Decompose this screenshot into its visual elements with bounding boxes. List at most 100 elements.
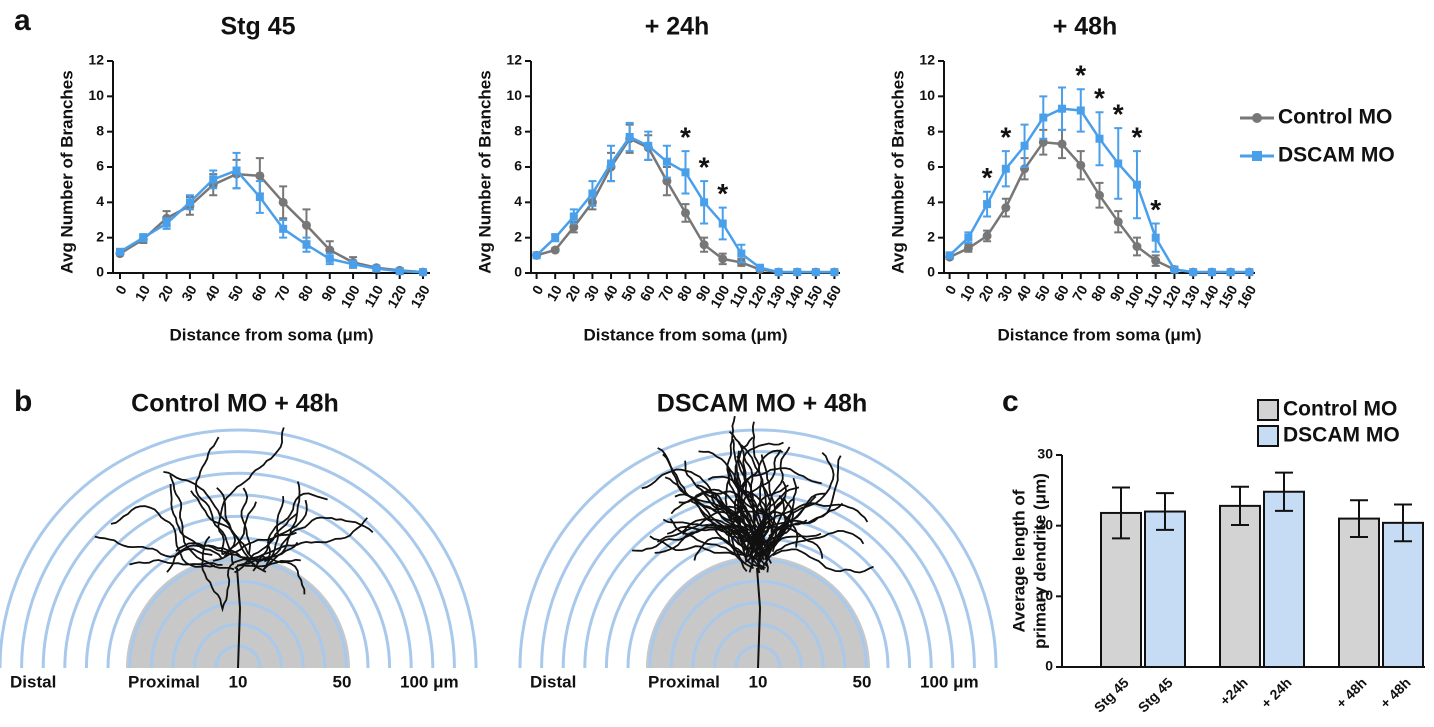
x-tick-label: 160 <box>1234 282 1260 310</box>
dendrite <box>757 502 844 565</box>
marker <box>588 189 597 198</box>
y-axis-label: primary dendrite (μm) <box>1030 473 1049 649</box>
diagram-label: 50 <box>333 672 352 691</box>
dendrite <box>684 460 747 543</box>
diagram-label: Distal <box>10 672 56 691</box>
marker <box>1132 242 1142 251</box>
x-tick-label: 120 <box>384 282 410 310</box>
marker <box>718 254 728 264</box>
dendrite <box>662 453 755 550</box>
significance-marker: * <box>1094 83 1105 114</box>
diagram-label: Proximal <box>648 672 720 691</box>
y-tick-label: 12 <box>88 52 104 68</box>
significance-marker: * <box>1150 194 1161 225</box>
sholl-ring <box>20 450 456 669</box>
dendrite <box>772 548 874 574</box>
y-tick-label: 10 <box>1037 587 1053 603</box>
y-tick-label: 10 <box>88 87 104 103</box>
legend-label: DSCAM MO <box>1283 424 1400 447</box>
marker <box>325 245 335 255</box>
diagram-label: 10 <box>229 672 248 691</box>
marker <box>964 233 973 242</box>
legend-swatch <box>1252 113 1262 123</box>
marker <box>793 268 802 277</box>
dendrite <box>110 505 216 568</box>
bar <box>1338 517 1380 668</box>
marker <box>185 198 194 207</box>
marker <box>1114 159 1123 168</box>
marker <box>1001 203 1011 213</box>
marker <box>550 245 560 255</box>
chart-title: + 48h <box>1053 13 1118 41</box>
x-tick-label: 20 <box>562 282 584 304</box>
marker <box>255 193 264 202</box>
x-axis-label: Distance from soma (μm) <box>169 325 373 344</box>
marker <box>681 208 690 218</box>
marker <box>1226 268 1235 277</box>
dendrite <box>736 455 767 540</box>
sholl-ring <box>583 493 933 669</box>
error-bar <box>1394 503 1412 543</box>
y-axis-label: Avg Number of Branches <box>57 70 76 273</box>
dendrite <box>669 518 755 570</box>
dendrite <box>756 567 762 669</box>
marker <box>774 268 783 277</box>
bar <box>1100 511 1142 668</box>
marker <box>1170 265 1179 274</box>
marker <box>1189 268 1198 277</box>
x-axis-label: Distance from soma (μm) <box>583 325 787 344</box>
x-tick-label: 30 <box>178 282 200 304</box>
y-tick-label: 4 <box>927 193 935 209</box>
dendrite <box>740 508 768 567</box>
y-tick-label: 0 <box>514 264 522 280</box>
marker <box>755 263 764 272</box>
marker <box>1038 137 1048 147</box>
marker <box>1076 106 1085 115</box>
error-bar <box>1350 499 1368 538</box>
dendrite <box>710 494 747 537</box>
dendrite <box>252 499 308 572</box>
dendrite <box>771 477 798 552</box>
x-tick-label: 10 <box>131 282 153 304</box>
marker <box>700 198 709 207</box>
x-tick-label: 160 <box>819 282 845 310</box>
x-tick-label: 50 <box>618 282 640 304</box>
marker <box>983 200 992 209</box>
y-tick-label: 0 <box>96 264 104 280</box>
x-tick-label: 60 <box>1050 282 1072 304</box>
marker <box>1001 164 1010 173</box>
marker <box>551 233 560 242</box>
marker <box>1151 256 1161 266</box>
marker <box>1058 104 1067 113</box>
x-tick-label: 80 <box>1088 282 1110 304</box>
sholl-ring <box>84 514 392 669</box>
sholl-ring <box>691 601 825 669</box>
dendrite <box>216 487 260 564</box>
marker <box>963 243 973 253</box>
marker <box>569 212 578 221</box>
marker <box>811 268 820 277</box>
dendrite <box>753 454 777 545</box>
x-tick-label: 90 <box>318 282 340 304</box>
x-tick-label: 20 <box>975 282 997 304</box>
x-tick-label: 70 <box>655 282 677 304</box>
significance-marker: * <box>717 178 728 209</box>
dendrite <box>217 427 285 555</box>
y-tick-label: 4 <box>514 193 522 209</box>
bar <box>1144 510 1186 668</box>
y-tick-label: 8 <box>927 122 935 138</box>
dendrite <box>194 436 234 566</box>
dendrite <box>129 559 223 566</box>
dendrite <box>769 452 835 544</box>
marker <box>662 176 672 186</box>
marker <box>737 249 746 258</box>
diagram-title: DSCAM MO + 48h <box>657 390 867 418</box>
marker <box>1076 160 1086 170</box>
sholl-diagram <box>0 427 478 669</box>
significance-marker: * <box>1000 121 1011 152</box>
marker <box>301 220 311 230</box>
x-tick-label: 60 <box>636 282 658 304</box>
dendrite <box>714 529 766 569</box>
sholl-ring <box>192 622 284 669</box>
significance-marker: * <box>1075 60 1086 91</box>
